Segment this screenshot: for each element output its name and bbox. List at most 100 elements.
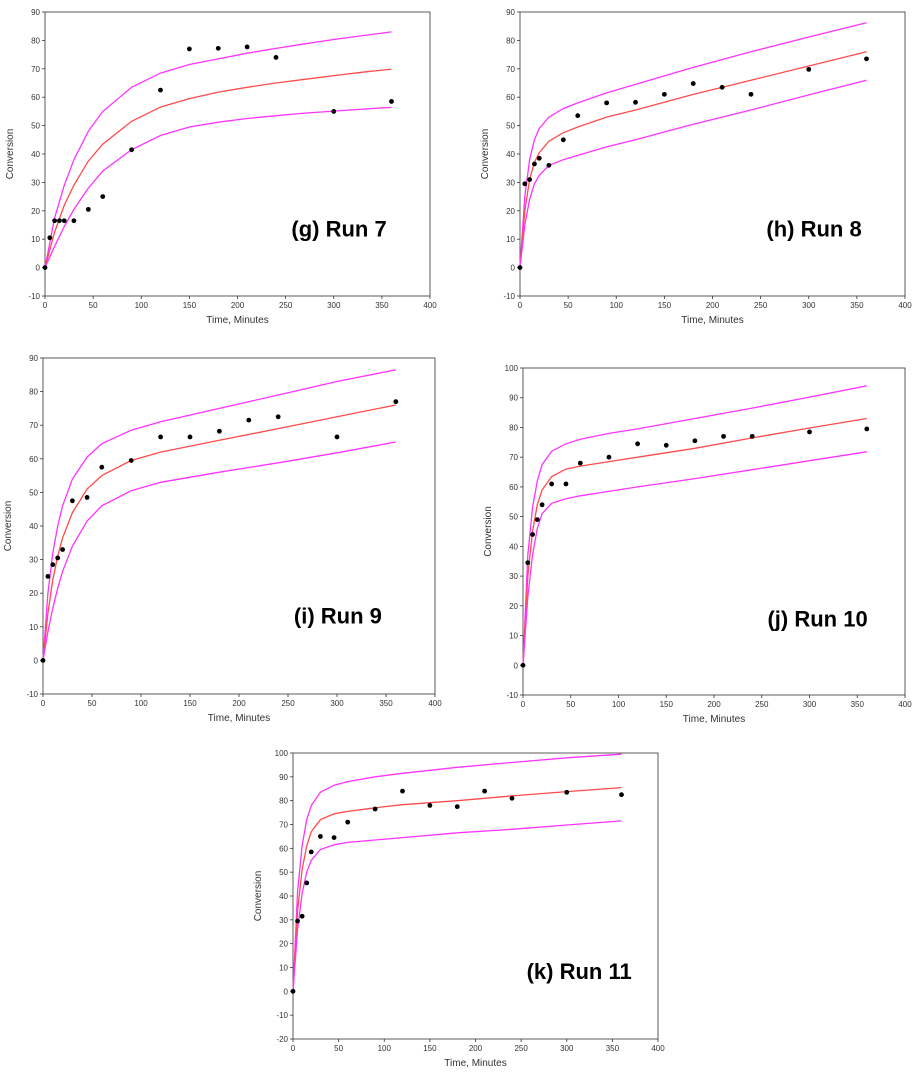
data-point: [748, 91, 754, 97]
x-tick-label: 0: [43, 301, 48, 310]
data-point: [85, 206, 91, 212]
x-tick-label: 200: [232, 699, 246, 708]
y-tick-label: 0: [34, 656, 39, 665]
y-tick-label: 60: [31, 93, 40, 102]
chart-svg-run-7: 0 50 100 150 200 250 300 350 400-100102030405060…: [5, 8, 437, 326]
y-tick-label: 80: [29, 388, 38, 397]
y-tick-label: 20: [29, 589, 38, 598]
y-tick-label: 70: [506, 65, 515, 74]
x-axis-title: Time, Minutes: [444, 1058, 506, 1069]
data-point: [690, 81, 696, 86]
x-tick-label: 250: [755, 700, 769, 709]
data-point: [295, 918, 300, 924]
x-tick-label: 150: [423, 1044, 437, 1053]
series-line-upper: [292, 753, 622, 992]
data-point: [290, 988, 296, 994]
series-line-lower: [522, 451, 867, 666]
series-line-fit: [292, 786, 622, 992]
x-tick-label: 300: [560, 1044, 574, 1053]
data-point: [70, 498, 75, 504]
x-tick-label: 50: [566, 700, 575, 709]
y-tick-label: 40: [29, 522, 38, 531]
x-tick-label: 400: [898, 700, 912, 709]
data-point: [536, 155, 542, 161]
chart-svg-run-8: 0 50 100 150 200 250 300 350 400-100102030405060…: [480, 8, 912, 326]
data-point: [633, 99, 638, 105]
data-point: [749, 433, 755, 439]
y-tick-label: 60: [29, 455, 38, 464]
y-axis-title: Conversion: [3, 501, 14, 552]
x-tick-label: 100: [612, 700, 626, 709]
y-tick-label: -10: [276, 1011, 288, 1020]
x-tick-label: 50: [89, 301, 98, 310]
data-point: [389, 99, 394, 104]
data-point: [527, 177, 533, 182]
data-point: [532, 161, 537, 167]
x-tick-label: 200: [469, 1044, 483, 1053]
data-point: [864, 56, 869, 62]
y-tick-label: 80: [279, 797, 288, 806]
y-tick-label: 90: [29, 354, 38, 363]
data-point: [128, 458, 134, 463]
x-tick-label: 150: [183, 699, 197, 708]
data-point: [539, 502, 545, 508]
data-point: [61, 218, 67, 224]
x-tick-label: 150: [660, 700, 674, 709]
y-tick-label: 0: [511, 264, 516, 273]
data-point: [372, 806, 378, 812]
data-point: [577, 460, 583, 466]
data-point: [45, 574, 51, 579]
data-point: [560, 137, 566, 143]
data-point: [427, 803, 433, 808]
x-tick-label: 300: [802, 301, 816, 310]
data-point: [275, 414, 281, 420]
y-tick-label: 70: [29, 421, 38, 430]
data-point: [304, 880, 310, 886]
run-annotation: (g) Run 7: [291, 216, 386, 241]
data-point: [84, 495, 90, 500]
x-axis-title: Time, Minutes: [208, 713, 270, 724]
y-tick-label: 40: [506, 150, 515, 159]
y-tick-label: 20: [509, 602, 518, 611]
data-point: [57, 218, 62, 224]
x-tick-label: 300: [803, 700, 817, 709]
y-tick-label: 100: [275, 749, 289, 758]
y-tick-label: 100: [505, 364, 519, 373]
y-tick-label: -10: [503, 292, 515, 301]
x-tick-label: 350: [850, 301, 864, 310]
y-tick-label: 70: [31, 65, 40, 74]
data-point: [525, 560, 531, 566]
data-point: [606, 454, 612, 460]
data-point: [619, 792, 624, 798]
x-tick-label: 100: [135, 301, 149, 310]
chart-panel-run-9: 0 50 100 150 200 250 300 350 400 -10 0 10 20 30 40 50 60…: [0, 354, 442, 728]
chart-panel-run-11: 0 50 100 150 200 250 300 350 400 -20 -10 0 10 20 30 40 5…: [250, 740, 680, 1079]
data-point: [564, 789, 570, 795]
y-tick-label: 20: [279, 940, 288, 949]
data-point: [186, 46, 192, 52]
y-tick-label: 50: [29, 488, 38, 497]
data-point: [482, 788, 488, 794]
y-tick-label: 50: [279, 868, 288, 877]
y-tick-label: 10: [29, 623, 38, 632]
x-axis-title: Time, Minutes: [681, 315, 743, 326]
data-point: [331, 835, 337, 841]
run-annotation: (i) Run 9: [294, 603, 382, 628]
x-tick-label: 300: [330, 699, 344, 708]
plot-frame: [292, 752, 659, 1040]
chart-svg-run-11: 0 50 100 150 200 250 300 350 400 -20 -10 0 10 20 30 40 5…: [253, 749, 665, 1069]
x-axis-title: Time, Minutes: [206, 315, 268, 326]
y-tick-label: 40: [509, 542, 518, 551]
y-axis-title: Conversion: [253, 871, 264, 922]
data-point: [520, 662, 526, 668]
data-point: [454, 804, 460, 810]
plot-frame: [522, 367, 906, 696]
x-tick-label: 350: [851, 700, 865, 709]
plot-frame: [519, 11, 906, 297]
y-tick-label: 80: [31, 36, 40, 45]
chart-panel-run-7: 0 50 100 150 200 250 300 350 400 -10 0 10 20 30 40 50 60…: [0, 0, 440, 340]
y-tick-label: -10: [26, 690, 38, 699]
y-tick-label: 10: [31, 235, 40, 244]
x-tick-label: 250: [514, 1044, 528, 1053]
y-tick-label: 10: [509, 632, 518, 641]
